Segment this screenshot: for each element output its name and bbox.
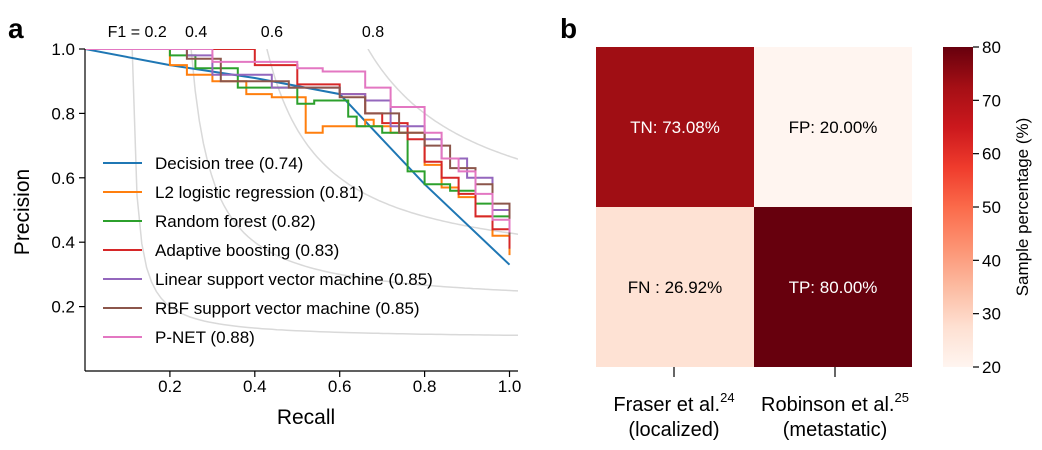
x-tick-label: 1.0 (498, 377, 522, 396)
column-label-name: Fraser et al. (613, 394, 720, 416)
column-label: Robinson et al.25 (761, 390, 909, 416)
column-label: Fraser et al.24 (613, 390, 734, 416)
column-sublabel: (localized) (628, 419, 719, 441)
heatmap-cell-label: TN: 73.08% (630, 118, 720, 137)
pr-curve-series-0 (85, 49, 511, 266)
y-tick-label: 1.0 (51, 40, 75, 59)
legend-entry: RBF support vector machine (0.85) (155, 299, 420, 318)
legend-entry: Linear support vector machine (0.85) (155, 270, 433, 289)
colorbar-tick-label: 40 (982, 251, 1001, 270)
colorbar-ticks: 20 30 40 50 60 70 80 (973, 38, 1001, 377)
y-tick-label: 0.6 (51, 169, 75, 188)
iso-f1-labels: F1 = 0.2 0.4 0.6 0.8 (108, 24, 385, 41)
pr-curves (85, 49, 511, 266)
y-tick-label: 0.8 (51, 104, 75, 123)
heatmap-cell (754, 47, 912, 207)
legend-entry: P-NET (0.88) (155, 328, 255, 347)
x-tick-label: 0.8 (413, 377, 437, 396)
pr-curve-series-1 (85, 49, 511, 256)
y-tick-label: 0.4 (51, 233, 75, 252)
iso-f1-curve (131, 49, 518, 337)
column-sublabel: (metastatic) (783, 419, 887, 441)
panel-b-label: b (560, 13, 577, 44)
x-tick-label: 0.2 (158, 377, 182, 396)
iso-f1-curve (190, 49, 518, 292)
colorbar-tick-label: 30 (982, 305, 1001, 324)
pr-curve-series-5 (85, 49, 511, 236)
legend-entry: Decision tree (0.74) (155, 154, 303, 173)
heatmap-cell-label: FP: 20.00% (789, 118, 878, 137)
iso-f1-label: 0.6 (261, 24, 283, 41)
column-label-name: Robinson et al. (761, 394, 894, 416)
colorbar-tick-label: 80 (982, 38, 1001, 57)
x-tick-label: 0.4 (243, 377, 267, 396)
heatmap-column-labels: Fraser et al.24(localized)Robinson et al… (613, 367, 909, 441)
heatmap: TN: 73.08% FP: 20.00% FN : 26.92% TP: 80.00… (596, 47, 912, 367)
colorbar-tick-label: 20 (982, 358, 1001, 377)
x-tick-label: 0.6 (328, 377, 352, 396)
legend-entry: L2 logistic regression (0.81) (155, 183, 364, 202)
legend-entry: Random forest (0.82) (155, 212, 316, 231)
column-label-ref: 25 (894, 390, 908, 405)
pr-curve-series-6 (85, 49, 511, 233)
axes-a (84, 49, 518, 372)
y-tick-label: 0.2 (51, 298, 75, 317)
heatmap-cell (596, 47, 754, 207)
colorbar-label: Sample percentage (%) (1013, 118, 1032, 297)
x-axis-label: Recall (277, 406, 335, 429)
colorbar (943, 47, 973, 367)
iso-f1-label: 0.4 (185, 24, 207, 41)
column-label-ref: 24 (720, 390, 734, 405)
colorbar-tick-label: 60 (982, 145, 1001, 164)
heatmap-cell (754, 207, 912, 367)
legend: Decision tree (0.74) L2 logistic regressi… (103, 154, 433, 347)
y-axis-label: Precision (11, 169, 34, 255)
iso-f1-curves (131, 49, 518, 337)
panel-a-label: a (8, 13, 24, 44)
heatmap-cell-label: FN : 26.92% (628, 278, 723, 297)
heatmap-cell-label: TP: 80.00% (789, 278, 878, 297)
y-ticks: 0.2 0.4 0.6 0.8 1.0 (51, 40, 85, 317)
x-ticks: 0.2 0.4 0.6 0.8 1.0 (158, 371, 521, 396)
legend-entry: Adaptive boosting (0.83) (155, 241, 339, 260)
iso-f1-label: F1 = 0.2 (108, 24, 167, 41)
colorbar-tick-label: 70 (982, 91, 1001, 110)
iso-f1-label: 0.8 (362, 24, 384, 41)
colorbar-tick-label: 50 (982, 198, 1001, 217)
heatmap-cell (596, 207, 754, 367)
iso-f1-curve (367, 49, 518, 160)
iso-f1-curve (266, 49, 518, 235)
